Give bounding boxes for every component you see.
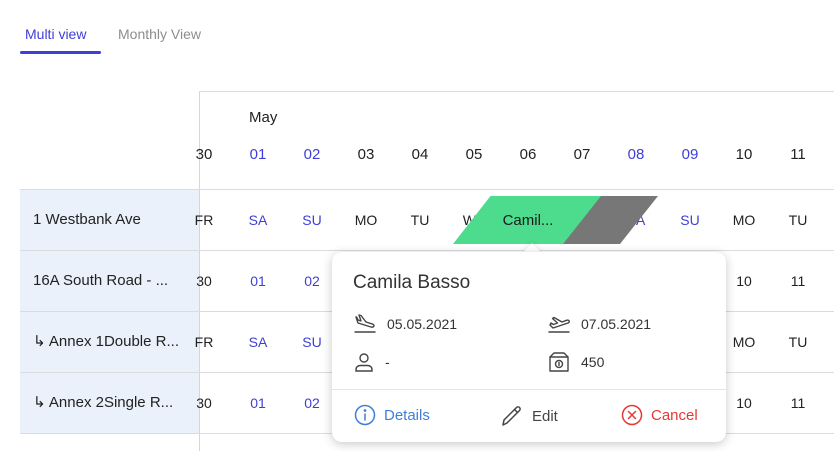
- calendar-cell[interactable]: TU: [410, 212, 430, 228]
- calendar-cell[interactable]: 30: [196, 395, 212, 411]
- active-tab-indicator: [20, 51, 101, 54]
- date-header-cell: 06: [519, 146, 537, 163]
- booking-popup: Camila Basso 05.05.2021 07.05.2021 - 450: [332, 252, 726, 442]
- booking-bar-label: Camil...: [502, 211, 554, 229]
- calendar-cell[interactable]: 10: [736, 273, 752, 289]
- calendar-cell[interactable]: 02: [304, 395, 320, 411]
- date-header-cell: 09: [681, 146, 699, 163]
- info-icon: [354, 404, 376, 426]
- calendar-cell[interactable]: 02: [304, 273, 320, 289]
- calendar-cell[interactable]: 11: [790, 395, 806, 411]
- calendar-cell[interactable]: MO: [354, 212, 378, 228]
- guest-count: -: [385, 354, 390, 370]
- pencil-icon: [502, 406, 521, 426]
- guest-name: Camila Basso: [353, 272, 471, 293]
- date-header-cell: 05: [465, 146, 483, 163]
- calendar-cell[interactable]: TU: [788, 212, 808, 228]
- calendar-cell[interactable]: 01: [250, 273, 266, 289]
- calendar-cell[interactable]: SU: [680, 212, 700, 228]
- month-label: May: [249, 109, 278, 126]
- row-line: [20, 250, 834, 251]
- details-button[interactable]: Details: [354, 404, 430, 426]
- calendar-cell[interactable]: SA: [248, 334, 268, 350]
- date-header-cell: 10: [735, 146, 753, 163]
- date-header-cell: 01: [249, 146, 267, 163]
- calendar-cell[interactable]: 10: [736, 395, 752, 411]
- tab-monthly-view[interactable]: Monthly View: [118, 26, 202, 42]
- edit-button[interactable]: Edit: [500, 404, 558, 428]
- tab-multi-view[interactable]: Multi view: [25, 26, 87, 42]
- calendar-cell[interactable]: SA: [248, 212, 268, 228]
- calendar-cell[interactable]: SU: [302, 212, 322, 228]
- calendar-cell[interactable]: MO: [732, 212, 756, 228]
- plane-takeoff-icon: [548, 316, 570, 333]
- cancel-label: Cancel: [651, 406, 698, 424]
- date-header-cell: 08: [627, 146, 645, 163]
- price: 450: [581, 354, 605, 370]
- details-label: Details: [384, 406, 430, 424]
- calendar-cell[interactable]: 11: [790, 273, 806, 289]
- calendar-cell[interactable]: SU: [302, 334, 322, 350]
- cancel-circle-icon: [621, 404, 643, 426]
- calendar-cell[interactable]: MO: [732, 334, 756, 350]
- calendar-cell[interactable]: 30: [196, 273, 212, 289]
- room-row-label[interactable]: ↳ Annex 2Single R...: [20, 373, 199, 433]
- check-out-date: 07.05.2021: [581, 316, 652, 332]
- plane-landing-icon: [354, 314, 376, 333]
- calendar-cell[interactable]: FR: [194, 212, 214, 228]
- price-info: 450: [547, 351, 604, 373]
- user-icon: [355, 353, 373, 372]
- date-header-cell: 07: [573, 146, 591, 163]
- grid-divider: [199, 91, 200, 451]
- date-header-cell: 11: [790, 146, 806, 163]
- room-row-label[interactable]: 1 Westbank Ave: [20, 190, 199, 250]
- room-row-label[interactable]: 16A South Road - ...: [20, 251, 199, 311]
- check-out-info: 07.05.2021: [547, 314, 651, 334]
- calendar-cell[interactable]: TU: [788, 334, 808, 350]
- popup-divider: [332, 389, 726, 390]
- calendar-cell[interactable]: 01: [250, 395, 266, 411]
- check-in-info: 05.05.2021: [353, 314, 457, 334]
- edit-label: Edit: [532, 407, 558, 425]
- cancel-button[interactable]: Cancel: [621, 404, 698, 426]
- date-header-cell: 04: [411, 146, 429, 163]
- check-in-date: 05.05.2021: [387, 316, 458, 332]
- room-row-label[interactable]: ↳ Annex 1Double R...: [20, 312, 199, 372]
- date-header-cell: 30: [195, 146, 213, 163]
- money-icon: [549, 352, 569, 372]
- calendar-cell[interactable]: FR: [194, 334, 214, 350]
- date-header-cell: 02: [303, 146, 321, 163]
- grid-top-line: [199, 91, 834, 92]
- guest-count-info: -: [353, 351, 390, 373]
- header-bottom-line: [20, 189, 834, 190]
- date-header-cell: 03: [357, 146, 375, 163]
